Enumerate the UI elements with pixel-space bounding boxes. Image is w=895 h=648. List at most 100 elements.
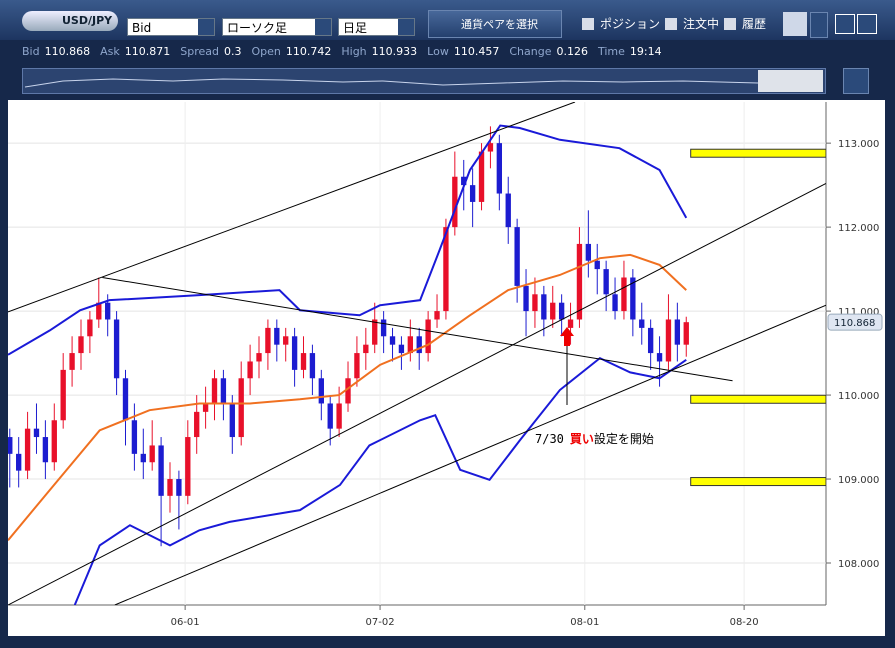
price-type-select[interactable]: Bid: [127, 18, 215, 36]
candle-body: [176, 479, 182, 496]
candle-body: [398, 344, 405, 354]
indicator-line: [8, 124, 688, 356]
quote-value: 110.868: [44, 45, 91, 58]
candle-body: [541, 294, 547, 320]
x-tick-label: 08-01: [570, 617, 599, 628]
candle-body: [416, 336, 422, 354]
candle-body: [558, 302, 565, 320]
candle-body: [354, 353, 360, 379]
quote-value: 110.742: [285, 45, 332, 58]
candle-body: [505, 193, 511, 228]
candle-body: [487, 143, 494, 152]
candle-body: [336, 403, 342, 429]
quote-value: 19:14: [629, 45, 662, 58]
candle-body: [567, 319, 574, 328]
icon-button[interactable]: [857, 14, 877, 34]
candle-body: [327, 403, 333, 429]
candle-body: [674, 319, 681, 345]
candle-body: [60, 369, 66, 421]
candle-body: [24, 428, 31, 471]
trend-line: [8, 102, 576, 313]
quote-label: Bid: [22, 45, 40, 58]
candle-body: [639, 319, 645, 328]
checkbox[interactable]: 履歴: [724, 15, 766, 32]
quote-label: High: [341, 45, 367, 58]
candle-body: [496, 143, 503, 194]
quote-label: Change: [509, 45, 552, 58]
candle-body: [274, 327, 280, 345]
candle-body: [291, 336, 298, 370]
candle-body: [612, 294, 618, 312]
navigator[interactable]: [22, 68, 826, 94]
y-tick-label: 113.000: [838, 139, 879, 150]
annotation-action: 買い: [570, 432, 594, 446]
y-tick-label: 109.000: [838, 475, 879, 486]
candle-body: [78, 336, 84, 354]
candle-body: [167, 479, 173, 496]
candle-body: [425, 319, 431, 354]
candle-body: [372, 319, 378, 345]
candle-body: [140, 453, 146, 463]
candle-body: [594, 260, 600, 270]
y-tick-label: 110.000: [838, 391, 879, 402]
level-bar: [690, 394, 826, 404]
checkbox[interactable]: ポジション: [582, 15, 660, 32]
quote-value: 110.457: [453, 45, 500, 58]
candle-body: [647, 327, 654, 354]
quote-label: Open: [251, 45, 281, 58]
quote-label: Low: [427, 45, 449, 58]
trend-line: [8, 183, 826, 605]
candle-body: [185, 437, 191, 496]
candle-body: [300, 353, 307, 370]
quote-value: 0.126: [556, 45, 588, 58]
candle-body: [630, 277, 636, 320]
candle-body: [532, 294, 538, 312]
buy-arrow: [560, 327, 574, 346]
candle-body: [113, 319, 120, 379]
candle-body: [434, 311, 440, 320]
icon-button[interactable]: [783, 12, 807, 36]
icon-button[interactable]: [843, 68, 869, 94]
candle-body: [603, 269, 609, 295]
candle-body: [149, 445, 155, 463]
y-tick-label: 111.000: [838, 307, 879, 318]
candle-body: [461, 176, 467, 186]
candle-body: [656, 353, 663, 362]
chart-type-select[interactable]: ローソク足: [222, 18, 332, 36]
candle-body: [16, 453, 22, 471]
icon-button[interactable]: [835, 14, 855, 34]
x-tick-label: 06-01: [171, 617, 200, 628]
candle-body: [194, 411, 200, 438]
candle-body: [238, 378, 244, 438]
annotation-date: 7/30: [535, 432, 564, 446]
candle-body: [202, 403, 209, 412]
y-tick-label: 108.000: [838, 559, 879, 570]
candle-body: [96, 302, 102, 320]
pair-button[interactable]: USD/JPY: [22, 11, 118, 31]
candle-body: [407, 336, 413, 354]
candle-body: [87, 319, 93, 337]
candle-body: [220, 378, 227, 404]
last-price-box: [827, 313, 883, 331]
annotation-text: 設定を開始: [594, 431, 654, 446]
quote-label: Ask: [100, 45, 120, 58]
candle-body: [229, 403, 235, 438]
candle-body: [131, 420, 138, 454]
quote-bar: Bid 110.868 Ask 110.871 Spread 0.3 Open 110.742…: [22, 45, 672, 58]
select-pair-button[interactable]: 通貨ペアを選択: [428, 10, 562, 38]
icon-button[interactable]: [810, 12, 828, 38]
candle-body: [318, 378, 324, 404]
period-select[interactable]: 日足: [338, 18, 415, 36]
candle-body: [247, 361, 253, 379]
navigator-line: [24, 70, 823, 92]
candle-body: [380, 319, 387, 337]
candle-body: [452, 176, 458, 228]
candle-body: [105, 302, 111, 320]
candle-body: [42, 437, 49, 463]
indicator-line: [73, 356, 687, 605]
candle-body: [122, 378, 129, 421]
candle-body: [33, 428, 40, 438]
checkbox[interactable]: 注文中: [665, 15, 719, 32]
quote-label: Spread: [180, 45, 219, 58]
